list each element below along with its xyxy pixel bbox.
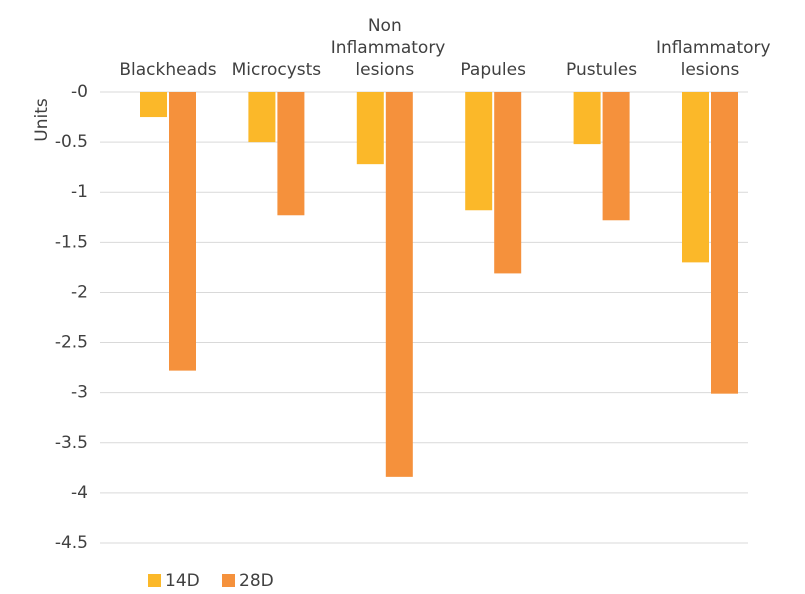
bar [494,92,522,274]
bar [385,92,413,477]
x-tick-label: Non Inflammatory lesions [330,16,446,80]
legend-swatch [148,574,161,587]
x-tick-label: Blackheads [119,60,217,80]
y-tick-label: -4.5 [55,533,88,553]
bar [465,92,493,211]
legend-label: 28D [239,571,274,591]
bar [248,92,276,143]
y-axis-label: Units [32,98,52,142]
legend-swatch [222,574,235,587]
y-tick-label: -0.5 [55,132,88,152]
x-tick-label: Pustules [566,60,638,80]
y-tick-label: -3 [71,383,88,403]
y-tick-label: -0 [71,82,88,102]
y-tick-label: -1.5 [55,232,88,252]
x-tick-label: Inflammatory lesions [656,38,771,80]
y-tick-label: -4 [71,483,88,503]
y-tick-label: -1 [71,182,88,202]
bar [602,92,630,221]
y-tick-label: -2 [71,282,88,302]
bar [169,92,196,371]
legend-label: 14D [165,571,200,591]
bar [277,92,305,216]
bar [573,92,601,145]
x-tick-label: Microcysts [231,60,322,80]
x-tick-label: Papules [460,60,526,80]
bar [711,92,738,394]
y-tick-label: -2.5 [55,333,88,353]
bar [682,92,709,263]
y-tick-label: -3.5 [55,433,88,453]
bar [140,92,167,118]
bar [356,92,384,165]
